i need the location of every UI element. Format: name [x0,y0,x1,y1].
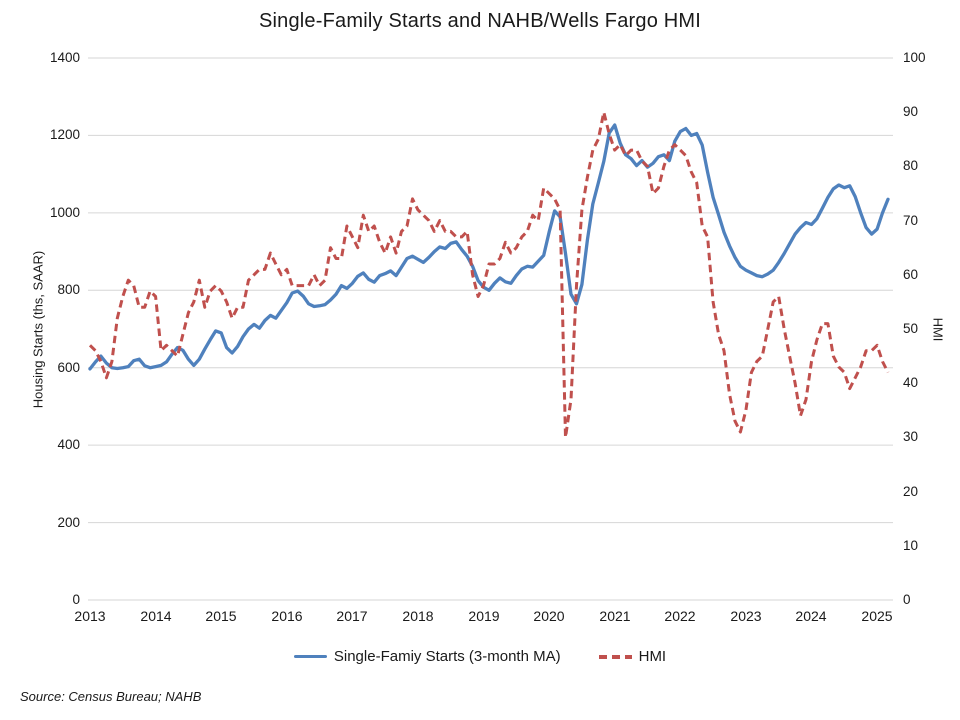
x-tick-label: 2018 [402,608,434,624]
legend-item-starts: Single-Famiy Starts (3-month MA) [293,648,561,665]
x-tick-label: 2019 [468,608,500,624]
y-left-tick-label: 1000 [49,205,80,220]
single-family-starts-line [88,123,890,371]
legend-label-starts: Single-Famiy Starts (3-month MA) [333,648,561,665]
x-tick-label: 2016 [271,608,303,624]
hmi-line [88,110,890,439]
y-right-tick-label: 10 [903,538,919,553]
x-tick-label: 2020 [533,608,565,624]
y-left-tick-label: 400 [57,437,80,452]
x-tick-label: 2024 [795,608,827,624]
x-tick-label: 2023 [730,608,762,624]
x-tick-label: 2022 [664,608,696,624]
y-left-tick-label: 200 [57,515,80,530]
x-tick-label: 2013 [74,608,106,624]
y-right-tick-label: 40 [903,375,919,390]
source-note: Source: Census Bureau; NAHB [20,689,202,704]
y-right-tick-label: 20 [903,484,919,499]
starts-line-swatch [293,654,327,659]
x-tick-label: 2014 [140,608,172,624]
x-tick-label: 2025 [861,608,893,624]
y-right-tick-label: 0 [903,592,911,607]
chart-title: Single-Family Starts and NAHB/Wells Farg… [258,10,702,32]
legend-label-hmi: HMI [638,648,667,665]
y-right-tick-label: 90 [903,104,919,119]
legend: Single-Famiy Starts (3-month MA) HMI [0,648,960,665]
y-left-tick-label: 1200 [49,127,80,142]
y-right-tick-label: 100 [903,50,926,65]
y-right-tick-label: 50 [903,321,919,336]
y-right-tick-label: 30 [903,429,919,444]
x-tick-label: 2017 [336,608,368,624]
left-axis-title: Housing Starts (ths, SAAR) [30,250,46,409]
right-axis-title: HMI [930,317,946,342]
y-right-tick-label: 60 [903,267,919,282]
y-right-tick-label: 70 [903,213,919,228]
y-left-tick-label: 0 [72,592,80,607]
x-tick-label: 2015 [205,608,237,624]
y-left-tick-label: 600 [57,360,80,375]
y-left-tick-label: 800 [57,282,80,297]
y-left-tick-label: 1400 [49,50,80,65]
x-tick-label: 2021 [599,608,631,624]
y-right-tick-label: 80 [903,158,919,173]
hmi-line-swatch [598,654,632,659]
legend-item-hmi: HMI [598,648,667,665]
